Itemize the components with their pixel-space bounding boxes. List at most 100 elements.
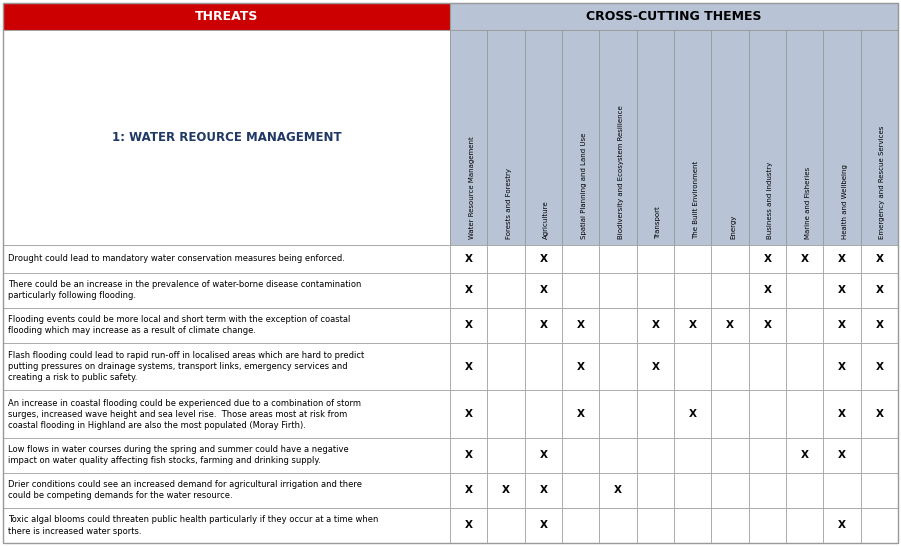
Bar — [524, 245, 562, 273]
Bar — [674, 473, 711, 508]
Bar — [524, 273, 562, 308]
Text: X: X — [876, 321, 883, 330]
Bar — [637, 308, 674, 343]
Bar — [450, 3, 898, 30]
Bar — [860, 473, 898, 508]
Text: X: X — [540, 485, 547, 495]
Bar — [786, 343, 824, 390]
Bar — [674, 308, 711, 343]
Bar — [860, 438, 898, 473]
Text: X: X — [465, 485, 473, 495]
Bar — [599, 245, 637, 273]
Text: Health and Wellbeing: Health and Wellbeing — [842, 164, 848, 239]
Text: X: X — [465, 450, 473, 460]
Text: X: X — [651, 361, 660, 372]
Bar — [860, 245, 898, 273]
Text: X: X — [876, 286, 883, 295]
Bar — [487, 245, 524, 273]
Bar — [786, 438, 824, 473]
Text: Toxic algal blooms could threaten public health particularly if they occur at a : Toxic algal blooms could threaten public… — [8, 515, 378, 536]
Bar — [786, 308, 824, 343]
Bar — [637, 343, 674, 390]
Bar — [450, 508, 487, 543]
Text: Agriculture: Agriculture — [543, 200, 550, 239]
Text: X: X — [465, 520, 473, 531]
Text: Drier conditions could see an increased demand for agricultural irrigation and t: Drier conditions could see an increased … — [8, 480, 362, 501]
Bar — [637, 245, 674, 273]
Text: Business and Industry: Business and Industry — [768, 162, 773, 239]
Bar — [3, 273, 450, 308]
Bar — [450, 343, 487, 390]
Bar — [450, 30, 487, 245]
Bar — [3, 473, 450, 508]
Bar — [599, 30, 637, 245]
Bar — [749, 473, 786, 508]
Bar — [487, 308, 524, 343]
Text: X: X — [726, 321, 734, 330]
Bar — [824, 30, 860, 245]
Bar — [3, 245, 450, 273]
Text: X: X — [465, 361, 473, 372]
Text: X: X — [577, 409, 585, 419]
Text: X: X — [465, 254, 473, 264]
Bar — [524, 473, 562, 508]
Bar — [562, 473, 599, 508]
Bar — [860, 508, 898, 543]
Text: X: X — [614, 485, 622, 495]
Bar — [450, 245, 487, 273]
Bar — [487, 438, 524, 473]
Bar — [749, 343, 786, 390]
Text: Low flows in water courses during the spring and summer could have a negative
im: Low flows in water courses during the sp… — [8, 446, 349, 465]
Text: X: X — [876, 409, 883, 419]
Text: X: X — [763, 286, 771, 295]
Bar — [824, 308, 860, 343]
Bar — [824, 508, 860, 543]
Bar — [786, 473, 824, 508]
Text: An increase in coastal flooding could be experienced due to a combination of sto: An increase in coastal flooding could be… — [8, 399, 361, 430]
Text: Biodiversity and Ecosystem Resilience: Biodiversity and Ecosystem Resilience — [618, 105, 624, 239]
Bar — [637, 508, 674, 543]
Bar — [3, 343, 450, 390]
Text: X: X — [838, 361, 846, 372]
Bar — [599, 508, 637, 543]
Bar — [749, 508, 786, 543]
Bar — [450, 390, 487, 438]
Bar — [637, 438, 674, 473]
Bar — [562, 273, 599, 308]
Text: X: X — [651, 321, 660, 330]
Text: X: X — [465, 286, 473, 295]
Bar — [3, 508, 450, 543]
Text: X: X — [577, 321, 585, 330]
Bar — [711, 30, 749, 245]
Bar — [487, 30, 524, 245]
Bar — [749, 308, 786, 343]
Bar — [711, 390, 749, 438]
Bar — [824, 390, 860, 438]
Text: X: X — [540, 520, 547, 531]
Bar — [599, 273, 637, 308]
Text: X: X — [838, 520, 846, 531]
Bar — [599, 343, 637, 390]
Text: X: X — [577, 361, 585, 372]
Bar — [786, 508, 824, 543]
Bar — [524, 390, 562, 438]
Bar — [637, 473, 674, 508]
Bar — [562, 343, 599, 390]
Bar — [860, 308, 898, 343]
Bar — [749, 390, 786, 438]
Bar — [524, 508, 562, 543]
Bar — [824, 343, 860, 390]
Bar — [711, 308, 749, 343]
Text: X: X — [763, 254, 771, 264]
Text: X: X — [838, 286, 846, 295]
Bar — [3, 30, 450, 245]
Bar — [524, 30, 562, 245]
Text: Transport: Transport — [655, 206, 661, 239]
Bar — [711, 273, 749, 308]
Bar — [599, 473, 637, 508]
Bar — [562, 438, 599, 473]
Bar — [3, 390, 450, 438]
Bar — [637, 390, 674, 438]
Text: X: X — [540, 321, 547, 330]
Bar — [450, 273, 487, 308]
